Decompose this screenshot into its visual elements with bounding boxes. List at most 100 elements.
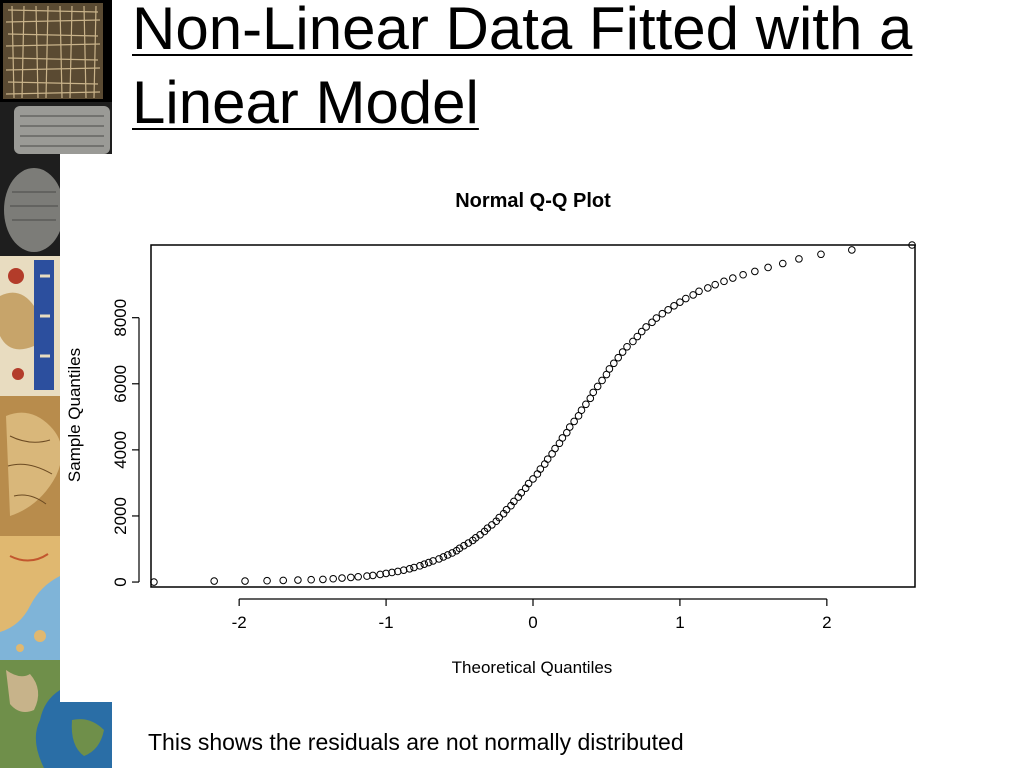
data-point <box>382 569 390 578</box>
x-tick-label: -2 <box>232 613 247 632</box>
data-point <box>817 250 825 259</box>
x-tick-label: -1 <box>379 613 394 632</box>
data-point <box>363 572 371 580</box>
data-point <box>751 267 759 276</box>
data-point <box>495 513 504 522</box>
data-point <box>502 505 511 514</box>
data-point <box>720 277 728 286</box>
strip-whitespace <box>60 154 112 702</box>
data-point <box>764 263 772 272</box>
data-point <box>405 565 414 573</box>
y-tick-label: 8000 <box>111 299 130 337</box>
data-point <box>540 460 549 468</box>
chart-title: Normal Q-Q Plot <box>455 190 611 212</box>
data-point <box>577 406 586 415</box>
data-point <box>510 497 518 506</box>
data-point <box>488 521 496 529</box>
data-point <box>394 567 402 576</box>
data-point <box>558 434 567 442</box>
slide-caption: This shows the residuals are not normall… <box>148 729 684 755</box>
y-axis: 0 2000 4000 6000 8000 <box>111 299 140 587</box>
data-point <box>670 302 678 310</box>
data-point <box>593 382 602 391</box>
data-point <box>565 423 574 431</box>
plot-frame <box>150 244 916 588</box>
data-point <box>629 337 637 346</box>
y-axis-label: Sample Quantiles <box>65 348 84 482</box>
data-point <box>347 573 355 582</box>
data-point <box>637 327 646 336</box>
data-point <box>455 544 464 553</box>
data-point <box>633 332 642 341</box>
data-point <box>279 576 288 585</box>
data-point <box>689 291 697 299</box>
x-axis: -2 -1 0 1 2 <box>232 598 832 632</box>
data-point <box>614 353 623 362</box>
data-point <box>704 284 712 292</box>
y-tick-label: 6000 <box>111 365 130 403</box>
data-point <box>517 489 526 497</box>
data-point <box>319 575 327 584</box>
data-point <box>570 417 578 426</box>
data-point <box>443 551 452 559</box>
data-point <box>376 570 385 579</box>
qq-plot: Normal Q-Q Plot -2 -1 0 1 2 0 2000 4000 6000 800… <box>65 190 916 677</box>
data-point <box>420 560 429 569</box>
data-point <box>439 553 448 561</box>
data-point <box>652 314 661 322</box>
data-point <box>338 574 346 582</box>
data-point <box>664 305 672 314</box>
data-point <box>536 465 545 473</box>
data-point <box>416 562 424 570</box>
data-point <box>448 549 456 557</box>
data-point <box>582 400 590 409</box>
data-point <box>399 566 408 574</box>
data-point <box>533 470 542 478</box>
x-tick-label: 0 <box>528 613 537 632</box>
y-tick-label: 0 <box>111 577 130 586</box>
y-tick-label: 4000 <box>111 431 130 469</box>
data-point <box>778 259 787 268</box>
data-point <box>658 309 667 318</box>
data-point <box>848 246 856 254</box>
slide-title: Non-Linear Data Fitted with a Linear Mod… <box>132 0 913 136</box>
data-point <box>908 241 916 249</box>
data-point <box>210 577 218 585</box>
data-point <box>739 270 747 279</box>
data-point <box>589 388 598 397</box>
data-point <box>435 555 443 563</box>
data-point <box>618 348 627 356</box>
data-point <box>551 444 559 453</box>
data-point <box>524 479 533 488</box>
data-point <box>543 455 552 463</box>
data-point <box>586 394 595 403</box>
data-point <box>598 376 606 385</box>
data-point <box>241 577 249 585</box>
data-point <box>150 578 158 586</box>
data-point <box>529 475 537 483</box>
grid-map-image <box>0 0 112 102</box>
data-point <box>610 359 618 368</box>
data-point <box>676 298 684 306</box>
data-points <box>150 241 916 586</box>
data-point <box>307 575 315 584</box>
y-tick-label: 2000 <box>111 497 130 535</box>
data-point <box>369 571 377 580</box>
data-point <box>795 255 803 263</box>
data-point <box>642 323 650 331</box>
data-point <box>354 572 362 581</box>
data-point <box>711 280 719 289</box>
data-point <box>263 576 271 585</box>
data-point <box>729 274 737 282</box>
data-point <box>388 568 396 577</box>
x-tick-label: 1 <box>675 613 684 632</box>
data-point <box>682 294 690 303</box>
data-point <box>329 574 337 583</box>
data-point <box>464 539 473 547</box>
world-map-image <box>0 660 112 768</box>
data-point <box>294 576 302 584</box>
data-point <box>695 287 703 296</box>
x-axis-label: Theoretical Quantiles <box>452 658 613 677</box>
data-point <box>605 365 614 373</box>
data-point <box>460 541 468 550</box>
